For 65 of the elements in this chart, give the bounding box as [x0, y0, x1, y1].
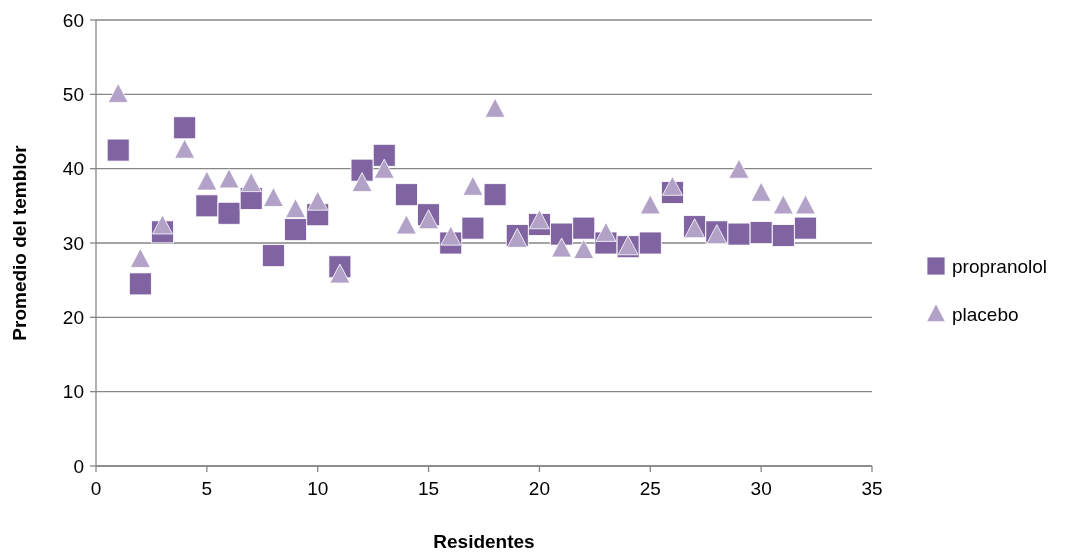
point: [728, 158, 750, 179]
point: [372, 143, 396, 167]
point: [595, 222, 617, 242]
point: [483, 183, 507, 207]
point: [794, 216, 817, 240]
point: [240, 172, 262, 193]
point: [218, 168, 240, 189]
point: [461, 216, 485, 240]
point: [174, 138, 196, 159]
point: [129, 248, 151, 268]
point: [128, 272, 152, 296]
point: [795, 194, 816, 215]
point: [396, 214, 417, 235]
x-tick-label: 10: [307, 478, 329, 499]
point: [462, 175, 484, 196]
y-tick-label: 40: [62, 158, 84, 180]
x-tick-label: 15: [418, 478, 440, 499]
x-tick-label: 5: [201, 478, 213, 499]
point: [307, 190, 329, 211]
point: [662, 175, 683, 196]
y-tick-label: 50: [62, 83, 84, 105]
y-tick-label: 0: [73, 455, 84, 477]
point: [395, 183, 418, 207]
point: [263, 187, 284, 207]
point: [261, 244, 285, 268]
point: [484, 97, 506, 118]
point: [572, 216, 596, 240]
point: [550, 222, 573, 246]
point: [750, 181, 772, 202]
legend-label: propranolol: [952, 255, 1048, 277]
y-tick-label: 10: [62, 381, 84, 403]
x-tick-label: 30: [750, 478, 772, 499]
y-tick-label: 30: [62, 232, 84, 254]
y-axis-title: Promedio del temblor: [9, 144, 30, 341]
point: [217, 201, 241, 225]
point: [639, 194, 661, 215]
point: [107, 83, 129, 103]
point: [195, 194, 219, 218]
point: [749, 221, 773, 244]
point: [329, 263, 351, 284]
point: [771, 224, 795, 247]
point: [551, 237, 572, 258]
point: [152, 214, 173, 235]
point: [285, 198, 306, 219]
x-tick-label: 20: [528, 478, 550, 499]
point: [196, 170, 218, 191]
x-tick-label: 0: [90, 478, 102, 499]
point: [373, 158, 395, 179]
x-tick-label: 25: [639, 478, 661, 499]
point: [173, 116, 197, 140]
x-axis-title: Residentes: [433, 531, 535, 552]
point: [638, 231, 662, 255]
y-tick-label: 20: [62, 306, 84, 328]
legend-label: placebo: [952, 303, 1019, 325]
point: [440, 225, 462, 246]
point: [351, 172, 373, 193]
point: [529, 209, 550, 230]
point: [284, 218, 307, 242]
point: [106, 138, 130, 162]
y-tick-label: 60: [62, 9, 84, 31]
point: [772, 194, 794, 215]
point: [418, 209, 439, 230]
x-tick-label: 35: [861, 478, 883, 499]
point: [727, 222, 751, 246]
point: [573, 239, 595, 259]
